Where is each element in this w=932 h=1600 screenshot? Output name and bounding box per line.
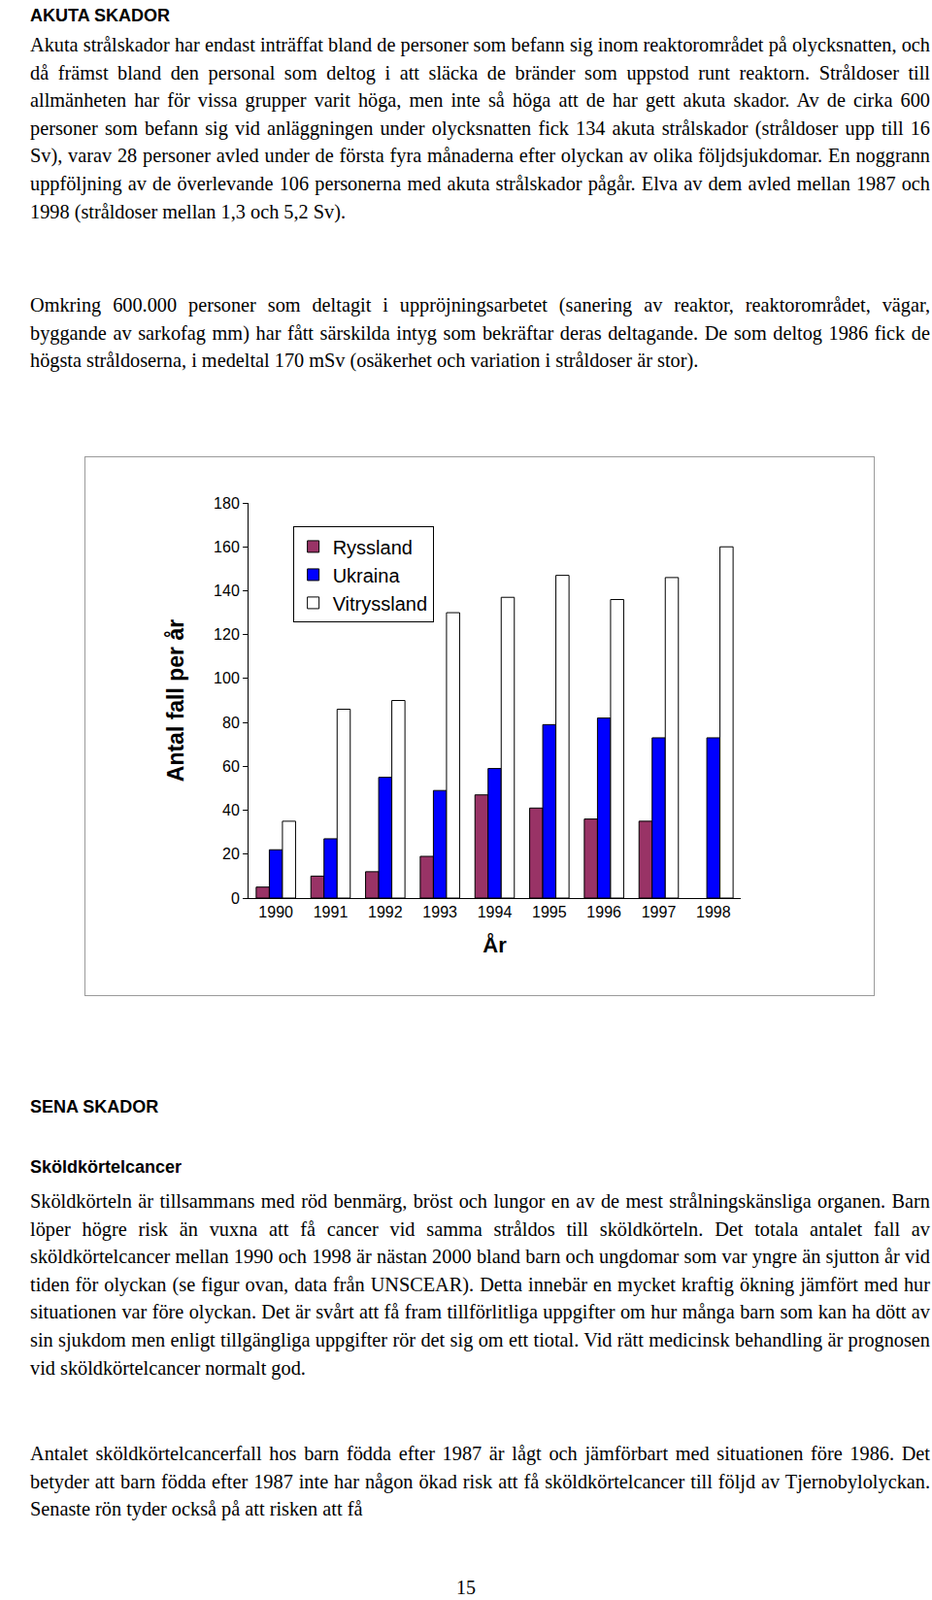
html-text:Sköldkörtelcancer: Sköldkörtelcancer xyxy=(30,1157,182,1177)
svg-text:Antal fall per år: Antal fall per år xyxy=(163,619,189,782)
svg-text:Vitryssland: Vitryssland xyxy=(332,593,428,615)
svg-text:20: 20 xyxy=(222,845,240,863)
svg-text:1997: 1997 xyxy=(641,903,677,921)
svg-text:År: År xyxy=(482,932,507,958)
svg-text:140: 140 xyxy=(213,582,240,600)
svg-text:1993: 1993 xyxy=(422,903,458,921)
svg-text:180: 180 xyxy=(213,495,240,512)
svg-text:160: 160 xyxy=(213,538,240,556)
svg-text:1998: 1998 xyxy=(696,903,732,921)
svg-text:40: 40 xyxy=(222,801,240,819)
svg-text:Ryssland: Ryssland xyxy=(332,536,413,559)
html-text:Akuta strålskador har endast i: Akuta strålskador har endast inträffat b… xyxy=(30,33,931,222)
svg-text:1990: 1990 xyxy=(258,903,294,921)
svg-text:60: 60 xyxy=(222,758,240,775)
html-text:15: 15 xyxy=(456,1576,476,1598)
svg-text:1991: 1991 xyxy=(313,903,349,921)
html-text:Antalet sköldkörtelcancerfall: Antalet sköldkörtelcancerfall hos barn f… xyxy=(30,1442,931,1520)
html-text:SENA SKADOR: SENA SKADOR xyxy=(30,1097,159,1117)
svg-text:100: 100 xyxy=(213,669,240,687)
svg-text:120: 120 xyxy=(213,626,240,643)
html-text:Omkring 600.000 personer som d: Omkring 600.000 personer som deltagit i … xyxy=(30,294,931,372)
svg-text:1994: 1994 xyxy=(477,903,513,921)
svg-text:1995: 1995 xyxy=(532,903,567,921)
html-text:AKUTA SKADOR: AKUTA SKADOR xyxy=(30,5,170,26)
svg-text:Ukraina: Ukraina xyxy=(332,565,401,587)
html-text:Sköldkörteln är tillsammans me: Sköldkörteln är tillsammans med röd benm… xyxy=(30,1190,931,1379)
svg-text:0: 0 xyxy=(231,890,240,907)
svg-text:1992: 1992 xyxy=(367,903,403,921)
svg-text:80: 80 xyxy=(222,714,240,732)
svg-text:1996: 1996 xyxy=(586,903,622,921)
